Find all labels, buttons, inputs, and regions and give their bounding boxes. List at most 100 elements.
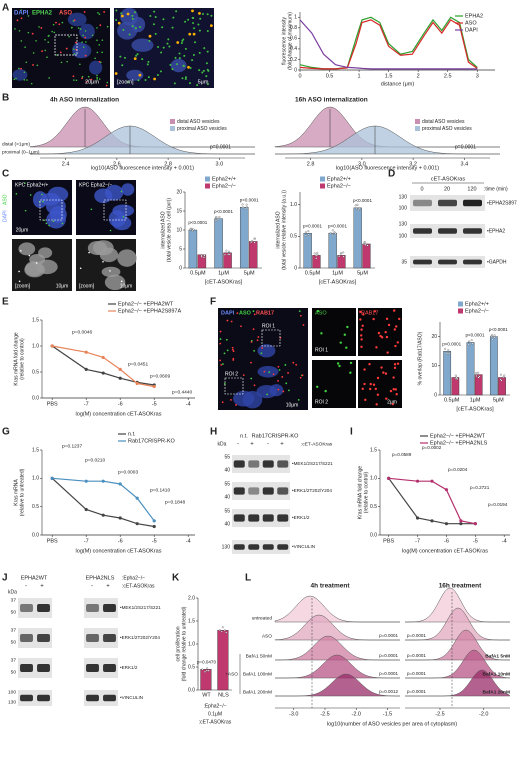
blot xyxy=(18,690,52,706)
puncta xyxy=(201,13,204,16)
data-point xyxy=(152,524,156,529)
legend-label: distal ASO vesicles xyxy=(422,119,465,125)
puncta xyxy=(121,64,124,67)
bar xyxy=(451,377,460,396)
nucleus xyxy=(47,186,69,202)
puncta xyxy=(194,41,197,44)
channel-label: DAPI xyxy=(2,210,8,222)
nucleus xyxy=(257,344,276,358)
lane-label: + xyxy=(106,584,110,590)
replicate-dot xyxy=(331,234,334,237)
y-tick-label: 0.8 xyxy=(290,25,297,31)
puncta xyxy=(219,338,222,340)
puncta xyxy=(359,310,362,314)
kda-label: kDa xyxy=(8,589,17,595)
puncta xyxy=(395,393,398,396)
band-label: •ERK1/2T202/Y204 xyxy=(120,635,160,640)
nucleus xyxy=(233,390,255,407)
puncta xyxy=(266,393,269,396)
puncta xyxy=(44,38,46,41)
replicate-dot xyxy=(342,255,345,258)
replicate-dot xyxy=(364,243,367,246)
y-axis-label: % overlap (Rab17/ASO) xyxy=(417,331,423,385)
replicate-dot xyxy=(307,230,310,233)
kda-label: 37 xyxy=(11,597,17,603)
puncta xyxy=(72,75,75,78)
puncta xyxy=(191,9,194,13)
series-line xyxy=(388,477,476,525)
replicate-dot xyxy=(499,373,502,376)
x-axis-label: [cET-ASOKras] xyxy=(205,279,243,285)
puncta xyxy=(81,41,83,43)
nucleus xyxy=(121,183,135,196)
puncta xyxy=(298,310,301,313)
puncta xyxy=(263,370,266,373)
band xyxy=(103,694,116,702)
legend-label: n.t. xyxy=(128,431,136,437)
group-label: EPHA2NLS xyxy=(86,575,115,581)
density-ridge xyxy=(275,673,400,697)
puncta xyxy=(231,348,234,351)
data-point xyxy=(135,496,139,500)
puncta xyxy=(202,69,205,72)
band xyxy=(233,514,245,522)
replicate-dot xyxy=(448,352,451,355)
y-axis-label: (fold change relative to untreated) xyxy=(181,606,187,681)
puncta xyxy=(88,251,90,254)
group-label: Rab17CRISPR-KO xyxy=(252,433,299,439)
density-ridge xyxy=(405,607,510,641)
kda-label: 50 xyxy=(11,639,17,645)
legend-swatch xyxy=(205,176,210,182)
puncta xyxy=(360,338,363,341)
puncta xyxy=(65,47,68,50)
p-value: p=0.0002 xyxy=(422,445,442,450)
legend-swatch xyxy=(205,183,210,189)
band xyxy=(103,604,116,612)
puncta xyxy=(146,63,149,66)
puncta xyxy=(73,79,75,81)
replicate-dot xyxy=(308,235,311,238)
puncta xyxy=(120,12,123,15)
zoom-box xyxy=(103,199,127,221)
puncta xyxy=(45,222,48,225)
puncta xyxy=(182,38,185,41)
puncta xyxy=(385,335,389,339)
puncta xyxy=(154,15,157,18)
puncta xyxy=(396,362,400,365)
y-axis-label: Kras mRNA xyxy=(13,479,19,506)
row-label: untreated xyxy=(252,615,273,621)
puncta xyxy=(66,60,68,63)
puncta xyxy=(230,320,233,323)
bar xyxy=(353,207,362,269)
legend-label: proximal ASO vesicles xyxy=(177,126,227,132)
x-tick-label: -7 xyxy=(84,401,89,407)
genotype-label: :Epha2−/− xyxy=(203,703,226,709)
puncta xyxy=(106,81,109,84)
puncta xyxy=(96,76,98,79)
p-value: p=0.0470 xyxy=(197,659,216,664)
puncta xyxy=(272,373,275,376)
p-value: p=0.2721 xyxy=(470,485,490,490)
replicate-dot xyxy=(304,231,307,234)
row-label: distal (>1μm) xyxy=(2,141,30,147)
replicate-dot xyxy=(454,374,457,377)
puncta xyxy=(98,13,101,15)
legend-swatch xyxy=(320,176,325,182)
legend-label: Epha2−/− xyxy=(212,183,236,189)
puncta xyxy=(297,398,300,401)
p-value: p<0.0001 xyxy=(353,198,372,203)
puncta xyxy=(384,330,387,334)
x-tick-label: 3.0 xyxy=(216,161,224,167)
puncta xyxy=(253,384,256,387)
puncta xyxy=(268,371,271,374)
puncta xyxy=(51,30,53,33)
band xyxy=(463,259,482,265)
puncta xyxy=(252,328,255,331)
puncta xyxy=(138,73,142,77)
puncta xyxy=(231,346,234,349)
puncta xyxy=(253,350,256,352)
bar xyxy=(303,232,312,269)
bar xyxy=(239,206,249,269)
puncta xyxy=(242,374,245,376)
row-label: BafA1 50nM xyxy=(246,653,272,659)
